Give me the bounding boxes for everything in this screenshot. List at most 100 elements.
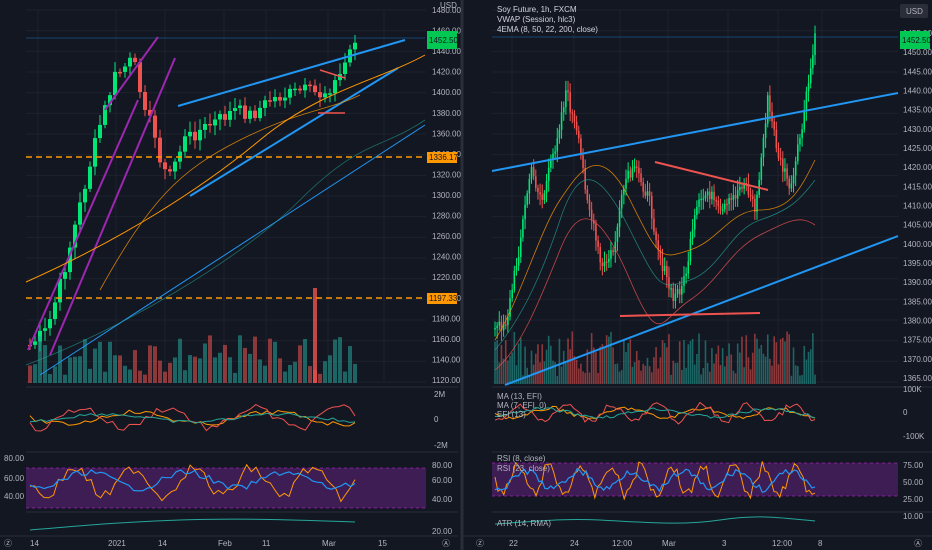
- volume-bar: [674, 362, 677, 384]
- candle-body: [711, 191, 713, 200]
- left-zoom-icon[interactable]: Ⓩ: [4, 539, 12, 548]
- volume-bar: [644, 365, 647, 384]
- volume-bar: [629, 339, 632, 384]
- candle-body: [567, 90, 569, 93]
- volume-bar: [303, 338, 307, 383]
- candle-body: [803, 109, 806, 130]
- candle-body: [642, 182, 644, 192]
- right-ema-red: [494, 218, 816, 371]
- candle-body: [123, 66, 127, 72]
- right-atr-label: ATR (14, RMA): [497, 519, 551, 528]
- right-channel-bottom: [504, 235, 899, 386]
- volume-bar: [218, 352, 222, 383]
- candle-body: [528, 178, 531, 194]
- candle-body: [610, 250, 612, 259]
- left-auto-scale-icon[interactable]: Ⓐ: [442, 539, 450, 548]
- price-tick-label: 1260.00: [432, 232, 461, 241]
- price-tick-label: 1400.00: [432, 88, 461, 97]
- right-time-6: 12:00: [772, 539, 793, 548]
- volume-bar: [756, 338, 758, 384]
- left-channel-line-mid: [49, 57, 176, 356]
- right-auto-scale-icon[interactable]: Ⓐ: [914, 539, 922, 548]
- candle-body: [213, 119, 217, 126]
- volume-bar: [668, 334, 670, 384]
- candle-body: [777, 148, 780, 158]
- right-grid: [492, 9, 898, 383]
- candle-body: [702, 198, 705, 200]
- candle-body: [517, 256, 520, 267]
- candle-body: [168, 169, 172, 172]
- left-time-3: 14: [158, 539, 167, 548]
- candle-body: [706, 191, 709, 196]
- candle-body: [638, 167, 640, 174]
- candle-body: [726, 203, 728, 206]
- candle-body: [749, 194, 752, 197]
- candle-body: [678, 289, 681, 295]
- volume-bar: [318, 373, 322, 383]
- volume-bar: [547, 335, 550, 384]
- candle-body: [747, 184, 750, 195]
- volume-bar: [178, 338, 182, 383]
- candle-body: [741, 187, 743, 189]
- price-tick-label: 1415.00: [903, 182, 932, 191]
- price-tick-label: 1300.00: [432, 191, 461, 200]
- candle-body: [118, 71, 122, 74]
- candle-body: [535, 176, 537, 188]
- left-level-tag-2-text: 1197.33: [429, 294, 458, 303]
- volume-bar: [586, 349, 589, 384]
- volume-bar: [118, 355, 122, 383]
- volume-bar: [580, 363, 582, 384]
- right-currency-button[interactable]: [900, 4, 928, 18]
- candle-body: [603, 261, 606, 267]
- right-zoom-icon[interactable]: Ⓩ: [476, 539, 484, 548]
- right-title-line1: Soy Future, 1h, FXCM: [497, 5, 577, 14]
- volume-bar: [721, 348, 724, 384]
- right-efi-label-1: MA (13, EFI): [497, 392, 542, 401]
- volume-bar: [790, 375, 793, 384]
- volume-bar: [333, 339, 337, 383]
- right-efi-axis-top: 100K: [903, 385, 922, 394]
- candle-body: [547, 167, 550, 181]
- candle-body: [353, 42, 357, 50]
- volume-bar: [608, 336, 610, 384]
- volume-bar: [672, 360, 675, 384]
- candle-body: [809, 68, 812, 84]
- candle-body: [790, 183, 793, 189]
- volume-bar: [188, 355, 192, 383]
- candle-body: [328, 93, 332, 95]
- volume-bar: [689, 340, 692, 384]
- volume-bar: [631, 366, 634, 384]
- left-volume-bars: [28, 288, 357, 383]
- volume-bar: [556, 375, 559, 384]
- volume-bar: [633, 362, 636, 384]
- candle-body: [183, 136, 187, 152]
- candle-body: [672, 288, 675, 302]
- volume-bar: [528, 375, 531, 384]
- volume-bar: [53, 366, 57, 383]
- price-tick-label: 1240.00: [432, 253, 461, 262]
- candle-body: [599, 247, 602, 263]
- candle-body: [668, 277, 670, 289]
- volume-bar: [661, 340, 664, 384]
- candle-body: [756, 194, 758, 212]
- volume-bar: [502, 358, 505, 384]
- candle-body: [268, 100, 272, 102]
- candle-body: [83, 188, 87, 203]
- volume-bar: [153, 346, 157, 383]
- volume-bar: [128, 369, 132, 383]
- volume-bar: [605, 335, 608, 384]
- price-tick-label: 1385.00: [903, 297, 932, 306]
- candle-body: [728, 198, 730, 205]
- volume-bar: [575, 359, 578, 384]
- volume-bar: [183, 370, 187, 383]
- candle-body: [543, 193, 546, 200]
- left-ema-orange: [25, 54, 426, 283]
- volume-bar: [193, 356, 197, 383]
- price-tick-label: 1120.00: [432, 376, 461, 385]
- volume-bar: [198, 358, 202, 383]
- candle-body: [595, 223, 597, 241]
- price-tick-label: 1400.00: [903, 240, 932, 249]
- price-tick-label: 1220.00: [432, 273, 461, 282]
- left-time-2: 2021: [108, 539, 126, 548]
